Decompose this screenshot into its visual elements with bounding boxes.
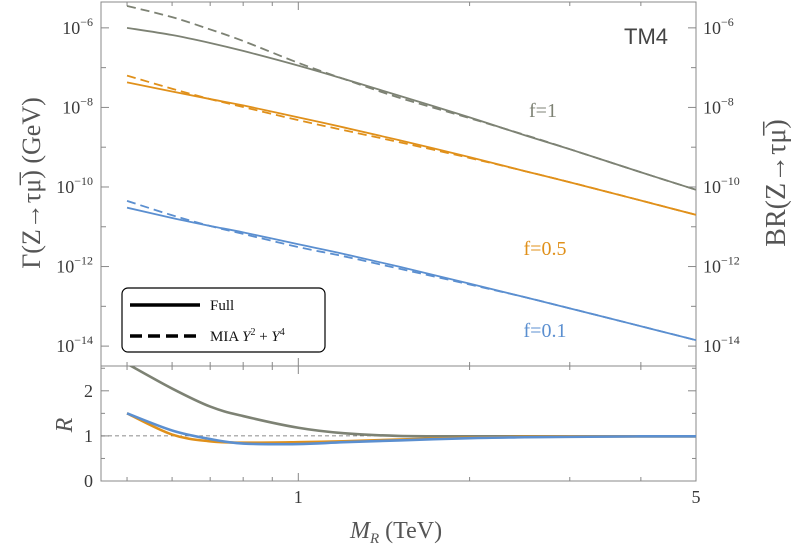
legend-y2-base: Y [242,329,252,345]
y-left-tick-label: 10−10 [56,174,93,197]
ratio-axis-title: R [52,417,78,433]
ratio-tick-label: 1 [84,426,93,446]
x-axis-title: MR (TeV) [349,518,442,547]
legend-y2-exp: 2 [250,327,255,338]
tick-base: 10 [62,97,80,117]
y-right-tick-label: 10−10 [703,174,740,197]
tick-exponent: −10 [74,174,93,188]
tick-base: 10 [703,257,721,277]
panel-label: TM4 [624,24,668,49]
tick-base: 10 [703,177,721,197]
top-series-clip [126,5,696,342]
plot-frames [100,1,697,482]
x-axis-title-sub: R [369,531,379,547]
tick-exponent: −12 [721,254,740,268]
tick-labels: 1 510−610−810−1010−1210−1410−610−810−1010… [56,15,740,507]
tick-base: 10 [56,257,74,277]
x-tick-label: 1 [294,487,303,507]
tick-exponent: −8 [80,94,93,108]
y-left-tick-label: 10−6 [62,15,93,38]
legend-y4-base: Y [271,329,281,345]
series-line-f-0-1-mia [126,200,696,342]
ratio-line-r-f-1 [128,366,696,438]
tick-exponent: −14 [721,333,740,347]
tick-exponent: −10 [721,174,740,188]
legend-label-full: Full [210,298,234,314]
tick-base: 10 [56,336,74,356]
y-axis-title-left: Γ(Z→τμ̅) (GeV) [17,97,46,269]
bottom-panel-frame [100,365,697,482]
tick-marks [101,2,697,482]
series-label-f05: f=0.5 [524,238,567,260]
series-line-f-0-5-mia [126,74,696,216]
x-axis-title-main: M [349,518,372,544]
ratio-line-r-f-0-1 [126,412,696,446]
x-axis-title-unit: (TeV) [379,518,442,544]
legend: Full MIA Y2 + Y4 [121,287,326,353]
y-right-tick-label: 10−12 [703,254,740,277]
tick-exponent: −6 [80,15,93,29]
tick-base: 10 [703,18,721,38]
y-right-tick-label: 10−8 [703,94,734,117]
y-right-tick-label: 10−14 [703,333,740,356]
series-label-f01: f=0.1 [524,320,567,342]
series-line-f-1 [126,26,696,191]
tick-base: 10 [703,97,721,117]
tick-exponent: −8 [721,94,734,108]
series-label-f1: f=1 [529,100,557,122]
series-lines [101,5,696,446]
legend-plus: + [255,329,271,345]
y-axis-title-right: BR(Z→τμ̅) [761,119,792,246]
bottom-series-clip [126,366,696,446]
y-left-tick-label: 10−12 [56,254,93,277]
tick-exponent: −14 [74,333,93,347]
ratio-tick-label: 2 [84,381,93,401]
tick-base: 10 [56,177,74,197]
series-line-f-1-mia [126,5,696,191]
legend-mia-text: MIA [210,329,242,345]
tick-exponent: −6 [721,15,734,29]
legend-label-mia: MIA Y2 + Y4 [210,327,285,345]
y-left-tick-label: 10−8 [62,94,93,117]
tick-exponent: −12 [74,254,93,268]
x-tick-label: 5 [692,487,701,507]
y-right-tick-label: 10−6 [703,15,734,38]
tick-base: 10 [62,18,80,38]
y-left-tick-label: 10−14 [56,333,93,356]
legend-y4-exp: 4 [280,327,285,338]
tick-base: 10 [703,336,721,356]
ratio-tick-label: 0 [84,471,93,491]
